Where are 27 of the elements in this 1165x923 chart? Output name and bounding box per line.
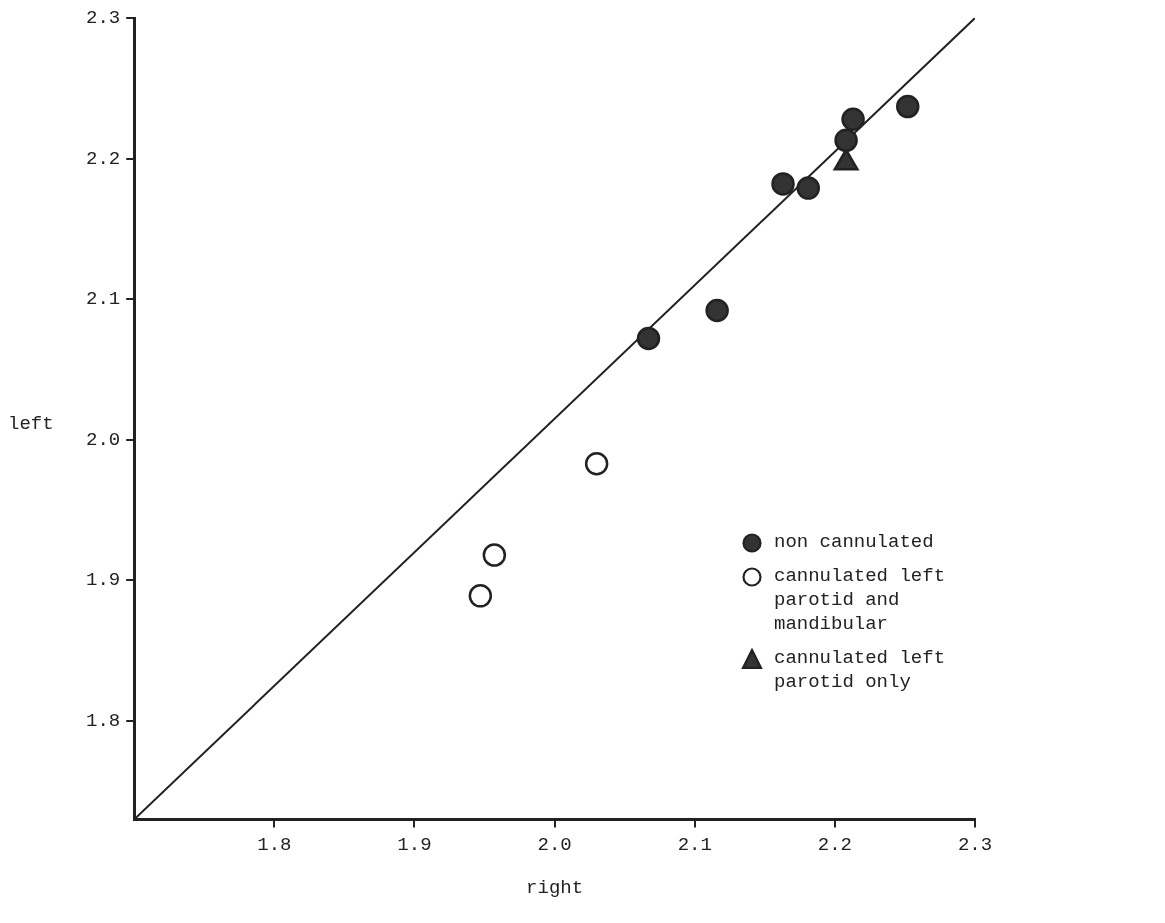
point xyxy=(584,451,609,476)
y-tick-label: 2.0 xyxy=(85,428,121,451)
point xyxy=(482,543,507,567)
y-tick-label: 2.2 xyxy=(85,147,121,170)
point xyxy=(895,94,920,119)
point xyxy=(796,176,820,200)
y-tick-label: 1.9 xyxy=(85,569,121,592)
point xyxy=(834,128,858,153)
point xyxy=(705,298,729,323)
x-tick-label: 1.8 xyxy=(257,833,292,856)
y-tick-label: 1.8 xyxy=(85,710,121,733)
point xyxy=(771,172,795,196)
y-tick-label: 2.1 xyxy=(85,288,121,311)
point xyxy=(468,584,493,608)
legend-label: cannulated left parotid only xyxy=(774,646,947,694)
x-tick-label: 1.9 xyxy=(397,833,432,856)
x-tick-label: 2.3 xyxy=(957,833,993,856)
legend-label: cannulated left parotid and mandibular xyxy=(774,564,947,636)
y-axis-title: left xyxy=(8,412,54,435)
legend-label: non cannulated xyxy=(774,530,935,554)
x-tick-label: 2.0 xyxy=(537,833,572,856)
x-tick-label: 2.2 xyxy=(817,833,852,856)
point xyxy=(841,107,865,131)
x-axis-title: right xyxy=(526,876,584,899)
x-tick-label: 2.1 xyxy=(677,833,712,856)
y-tick-label: 2.3 xyxy=(85,7,121,30)
point xyxy=(636,326,661,351)
